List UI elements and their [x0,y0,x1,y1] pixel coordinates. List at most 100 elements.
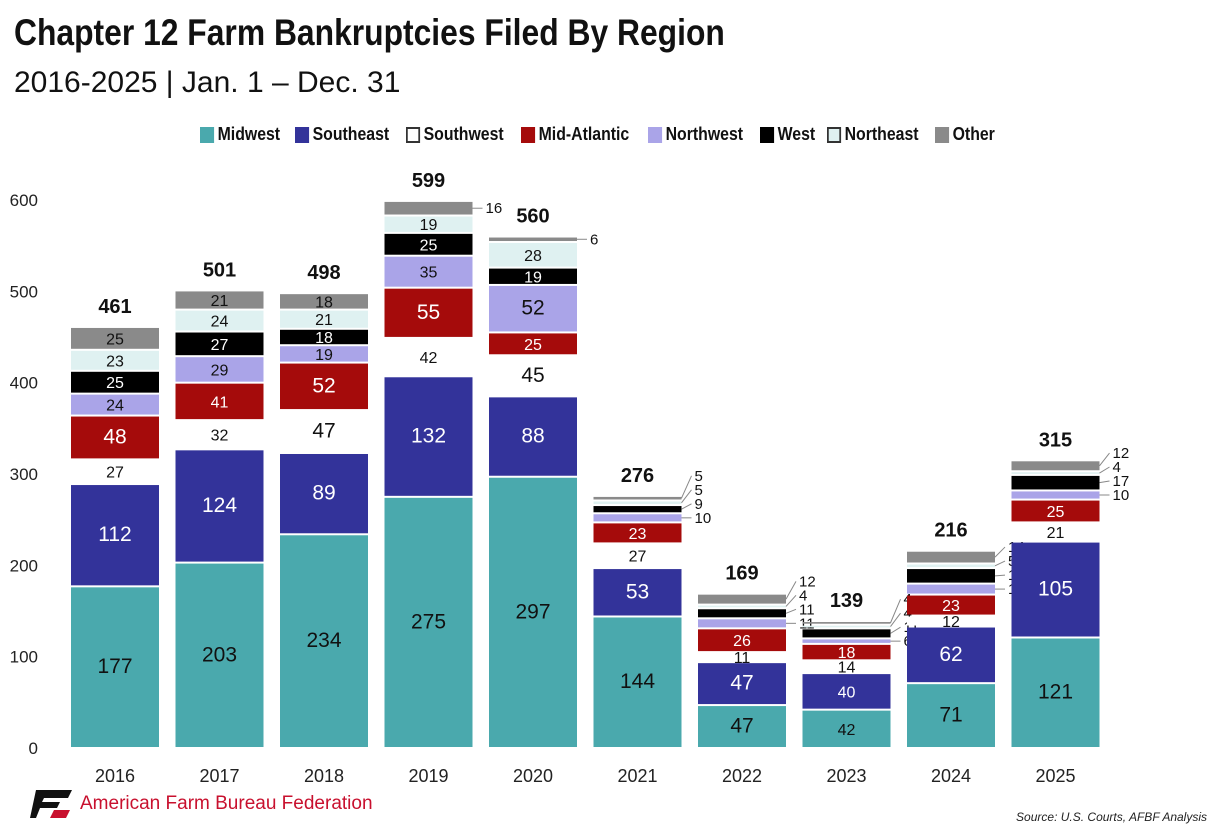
bar-segment-southeast [1011,542,1100,637]
data-label: 47 [730,672,753,695]
data-label: 17 [1113,473,1130,490]
legend-label: Northwest [665,124,744,144]
bar-segment-midwest [71,587,159,747]
legend-item: Other [934,124,995,145]
legend-item: Mid-Atlantic [521,124,629,145]
data-label: 234 [306,629,341,652]
total-label: 560 [516,206,549,228]
bar-segment-northeast [384,216,473,232]
leader-line [785,608,797,614]
data-label: 177 [97,655,132,678]
bar-segment-southeast [175,450,264,562]
leader-line [1099,480,1110,484]
legend-swatch [648,126,663,143]
bar-segment-midwest [907,684,995,747]
bar-segment-midwest [698,706,786,747]
bar-segment-northeast [1011,472,1100,474]
bar-segment-midwest [384,497,473,747]
chart-subtitle: 2016-2025 | Jan. 1 – Dec. 31 [14,66,401,99]
data-label: 4 [799,587,807,604]
leader-line [994,546,1006,558]
bar-segment-midwest [1011,638,1100,747]
data-label: 121 [1038,681,1073,704]
bar-segment-mid-atlantic [1011,500,1100,522]
data-label: 10 [1113,487,1130,504]
bar-segment-other [71,327,159,349]
bar-segment-southeast [71,485,159,586]
bar-segment-southwest [907,616,995,626]
bar-segment-other [802,622,891,624]
data-label: 52 [312,374,335,397]
data-label: 55 [417,301,440,324]
data-label: 11 [734,650,751,667]
x-tick-label: 2022 [722,766,762,786]
data-label: 25 [1047,504,1065,521]
chart-title: Chapter 12 Farm Bankruptcies Filed By Re… [14,12,725,53]
bar-segment-southwest [489,356,577,396]
data-label: 5 [695,468,703,485]
data-label: 27 [211,337,229,354]
bar-segment-southwest [71,460,159,484]
legend-label: Other [952,124,995,144]
data-label: 52 [521,297,544,320]
bar-segment-other [384,201,473,215]
bar-segment-other [175,291,264,309]
legend-label: West [777,124,816,144]
leader-line [1099,466,1110,474]
bar-segment-mid-atlantic [71,416,159,459]
data-label: 88 [521,425,544,448]
data-label: 27 [629,549,647,566]
total-label: 216 [934,520,967,542]
bar-segment-mid-atlantic [802,644,891,660]
leader-line [890,626,901,634]
data-label: 89 [312,482,335,505]
bar-segment-northwest [802,639,891,643]
bar-segment-other [593,496,682,500]
leader-line [890,598,901,624]
bar-segment-mid-atlantic [175,383,264,420]
y-tick-label: 300 [10,465,38,484]
data-label: 6 [590,231,598,248]
x-tick-label: 2024 [931,766,971,786]
y-tick-label: 200 [10,556,38,575]
bar-segment-west [71,371,159,393]
bar-segment-mid-atlantic [280,363,368,410]
x-tick-label: 2025 [1035,766,1075,786]
data-label: 12 [942,614,960,631]
data-label: 40 [838,684,856,701]
legend-swatch [295,126,310,143]
data-label: 35 [420,265,438,282]
data-label: 19 [315,347,333,364]
x-tick-label: 2017 [199,766,239,786]
bar-segment-west [175,332,264,356]
data-label: 21 [1047,525,1065,542]
legend-swatch [826,126,841,143]
data-label: 12 [1113,445,1130,462]
leader-line [785,581,797,600]
y-tick-label: 0 [29,739,38,758]
data-label: 203 [202,643,237,666]
bar-segment-southwest [384,338,473,376]
org-name: American Farm Bureau Federation [80,793,373,814]
leader-line [681,489,692,504]
bar-segment-mid-atlantic [907,595,995,615]
bar-segment-midwest [593,617,682,747]
data-label: 23 [942,598,960,615]
bar-segment-southwest [280,411,368,452]
bar-segment-northwest [384,256,473,287]
data-label: 19 [420,217,438,234]
bar-segment-southwest [698,653,786,662]
legend-item: Midwest [200,124,280,145]
bar-segment-northwest [593,514,682,522]
bar-segment-northwest [71,394,159,415]
bar-segment-southeast [802,674,891,709]
bar-segment-northeast [71,350,159,370]
leader-line [681,475,692,499]
legend-swatch [406,126,421,143]
afbf-logo: American Farm Bureau Federation [30,790,373,818]
bar-segment-west [384,233,473,255]
x-tick-label: 2023 [826,766,866,786]
data-label: 28 [524,248,542,265]
leader-line [994,560,1006,567]
